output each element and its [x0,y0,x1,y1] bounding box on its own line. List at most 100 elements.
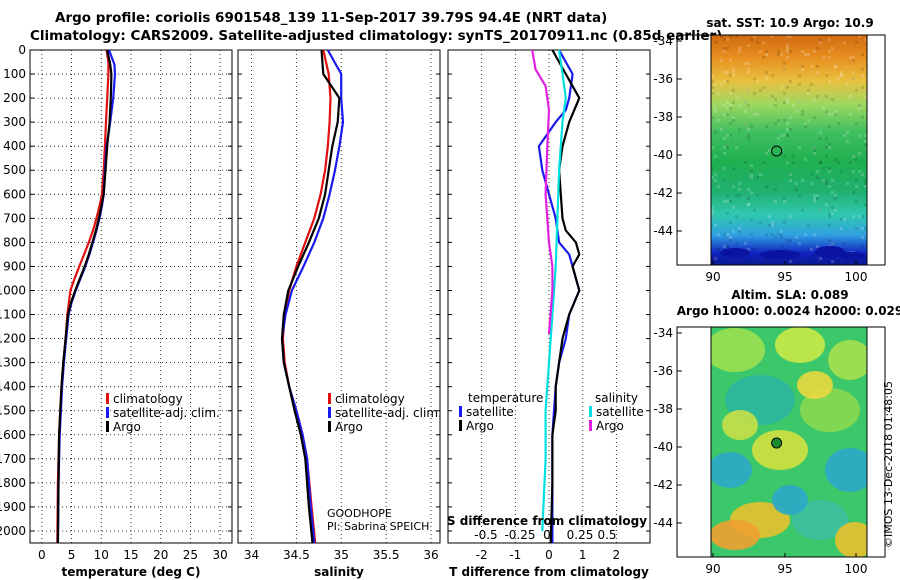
lat-tick-label: -44 [653,224,673,238]
sst-pixel [747,68,750,71]
sst-pixel [753,92,756,95]
lat-tick-label: -36 [653,72,673,86]
sla-blob [711,452,752,488]
sst-pixel [813,197,816,200]
y-tick-label: 1200 [0,332,26,346]
sst-pixel [759,221,762,224]
sst-pixel [735,194,738,197]
credit-text: ©IMOS 13-Dec-2018 01:48:05 [882,381,895,548]
y-tick-label: 300 [3,115,26,129]
sst-pixel [807,92,810,95]
sst-pixel [747,71,750,74]
sst-pixel [825,137,828,140]
sst-pixel [783,92,786,95]
sst-pixel [774,104,777,107]
sst-pixel [825,110,828,113]
sst-pixel [747,203,750,206]
y-tick-label: 1700 [0,452,26,466]
annotation-pi: PI: Sabrina SPEICH [327,520,429,533]
sst-pixel [864,182,867,185]
sst-pixel [816,197,819,200]
sst-pixel [747,89,750,92]
x-tick-label: -2 [476,548,488,562]
sst-pixel [840,74,843,77]
sst-pixel [858,107,861,110]
sst-pixel [774,122,777,125]
series-line-s-satellite [541,49,567,532]
sst-pixel [810,182,813,185]
sst-pixel [735,215,738,218]
y-tick-label: 800 [3,235,26,249]
sst-pixel [726,113,729,116]
sst-pixel [861,53,864,56]
y-tick-label: 1900 [0,500,26,514]
sst-pixel [855,89,858,92]
x-tick-label: 0 [38,548,46,562]
lon-tick-label: 95 [777,562,792,576]
sst-pixel [711,215,714,218]
sst-pixel [738,104,741,107]
sst-pixel [744,62,747,65]
legend-swatch [459,406,462,417]
legend-swatch [328,393,331,404]
sst-pixel [744,101,747,104]
sst-pixel [711,176,714,179]
sst-pixel [825,203,828,206]
sst-pixel [789,35,792,38]
sst-pixel [759,50,762,53]
sst-pixel [747,89,750,92]
sst-pixel [831,191,834,194]
sst-pixel [852,155,855,158]
sst-pixel [729,104,732,107]
x-tick-label: 2 [613,548,621,562]
sst-pixel [801,110,804,113]
sst-pixel [834,158,837,161]
sst-pixel [726,101,729,104]
sst-pixel [720,128,723,131]
sla-blob [711,520,760,550]
legend-swatch [106,393,109,404]
sst-pixel [723,50,726,53]
sst-pixel [711,92,714,95]
legend-title-temperature: temperature [468,391,543,405]
sst-pixel [831,98,834,101]
sst-pixel [801,65,804,68]
sst-pixel [780,53,783,56]
sst-pixel [747,248,750,251]
s-tick-label: 0 [543,528,551,542]
sst-pixel [855,227,858,230]
sst-pixel [753,35,756,38]
sst-pixel [756,80,759,83]
sst-pixel [726,38,729,41]
sst-pixel [744,161,747,164]
sst-pixel [786,47,789,50]
sst-pixel [780,245,783,248]
cold-patch [720,248,750,258]
sst-pixel [723,146,726,149]
sst-pixel [816,176,819,179]
sst-pixel [729,122,732,125]
sst-pixel [732,89,735,92]
sst-pixel [828,143,831,146]
sst-pixel [858,35,861,38]
title-line-2: Climatology: CARS2009. Satellite-adjuste… [30,28,723,44]
sst-pixel [711,74,714,77]
sst-pixel [744,110,747,113]
legend-label: Argo [596,419,624,433]
sst-pixel [783,200,786,203]
sst-pixel [861,116,864,119]
y-tick-label: 100 [3,67,26,81]
sst-pixel [804,125,807,128]
sst-pixel [786,50,789,53]
sst-pixel [777,233,780,236]
lat-tick-label: -40 [653,148,673,162]
sst-pixel [729,221,732,224]
sst-pixel [810,248,813,251]
lat-tick-label: -44 [653,516,673,530]
sst-pixel [831,179,834,182]
sst-pixel [858,152,861,155]
sst-pixel [819,131,822,134]
sst-pixel [738,188,741,191]
sst-pixel [864,227,867,230]
sst-pixel [828,185,831,188]
